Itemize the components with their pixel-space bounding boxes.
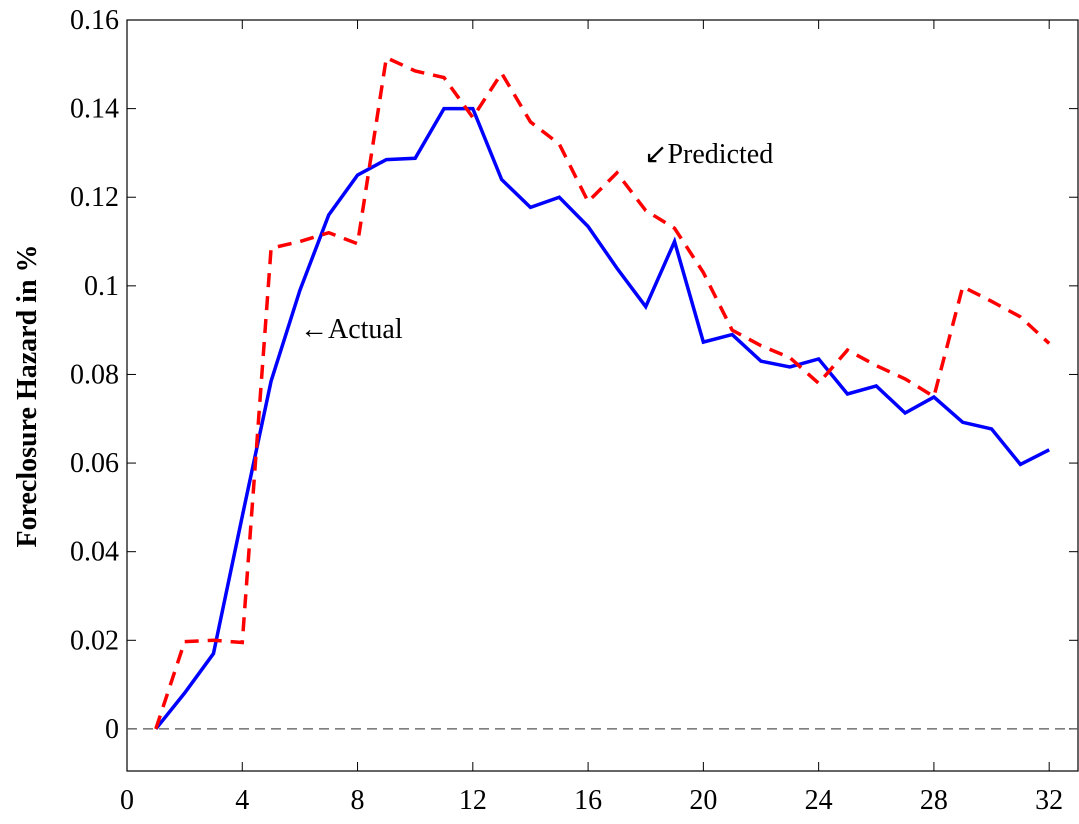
x-tick-label: 28	[920, 785, 948, 816]
y-tick-label: 0.04	[70, 537, 119, 568]
y-tick-label: 0.12	[70, 182, 119, 213]
y-tick-label: 0.1	[84, 271, 119, 302]
plot-frame	[126, 19, 1079, 772]
x-tick-label: 8	[351, 785, 365, 816]
y-tick-label: 0.14	[70, 94, 119, 125]
y-tick-label: 0.16	[70, 5, 119, 36]
annotation: ←Actual	[300, 314, 403, 345]
y-tick-label: 0	[105, 714, 119, 745]
y-tick-label: 0.08	[70, 359, 119, 390]
x-tick-label: 12	[459, 785, 487, 816]
y-axis-label: Foreclosure Hazard in %	[12, 244, 43, 547]
y-tick-label: 0.02	[70, 625, 119, 656]
x-tick-label: 0	[120, 785, 134, 816]
x-tick-label: 32	[1035, 785, 1063, 816]
x-tick-label: 20	[689, 785, 717, 816]
data-line	[154, 55, 1051, 730]
annotation: ↙Predicted	[644, 139, 773, 170]
x-tick-label: 16	[574, 785, 602, 816]
y-tick-label: 0.06	[70, 448, 119, 479]
data-line	[154, 106, 1050, 731]
x-tick-label: 4	[235, 785, 249, 816]
x-tick-label: 24	[805, 785, 833, 816]
